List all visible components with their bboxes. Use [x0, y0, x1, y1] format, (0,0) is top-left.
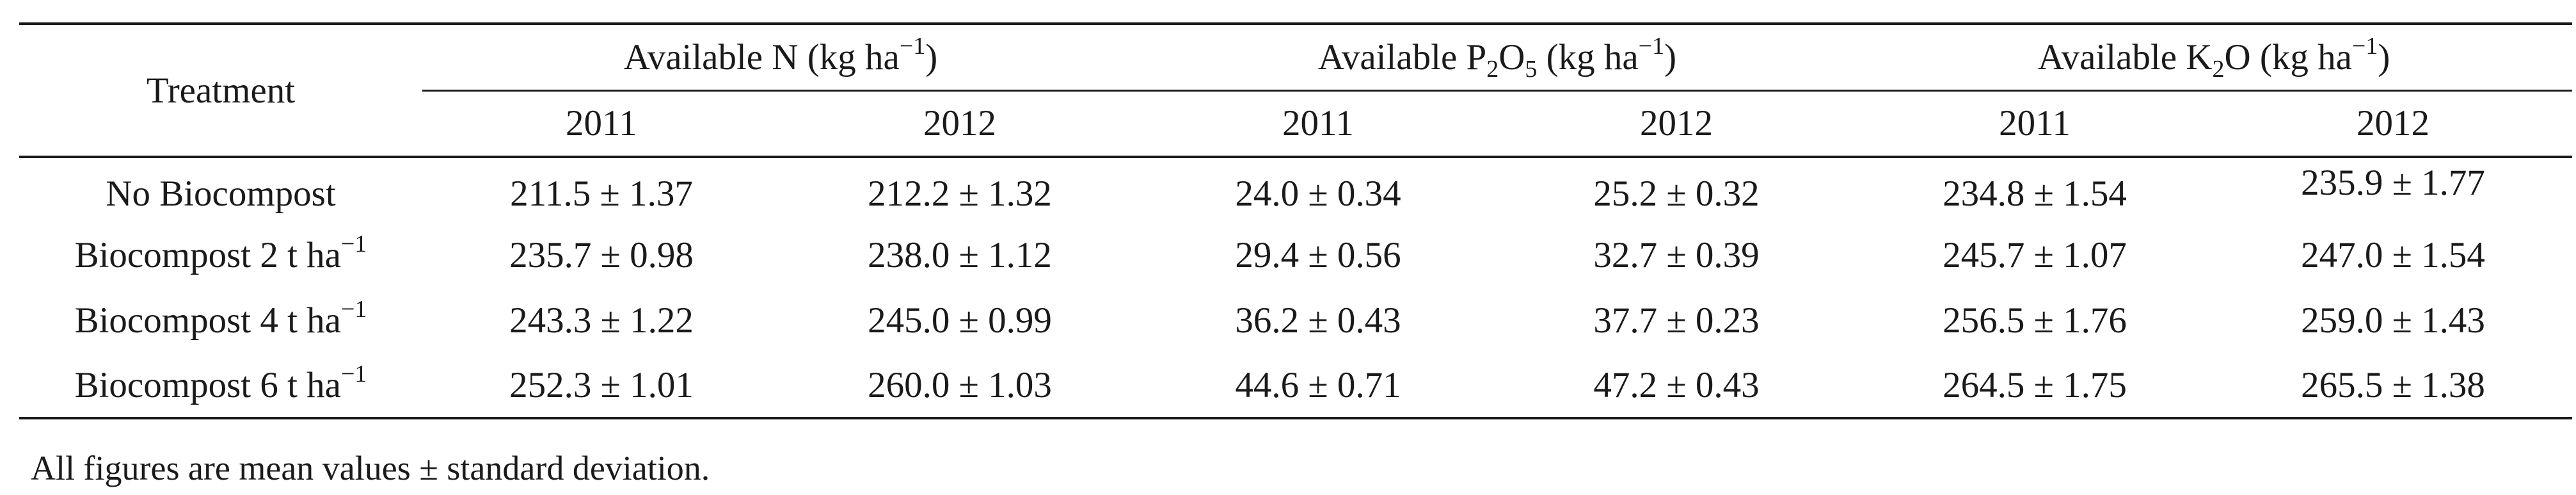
value-cell: 243.3 ± 1.22	[509, 300, 694, 341]
value-cell: 47.2 ± 0.43	[1593, 364, 1760, 405]
treatment-exponent: −1	[340, 360, 367, 387]
group-header-available-p2o5: Available P2O5 (kg ha−1)	[1139, 24, 1856, 92]
value-cell: 25.2 ± 0.32	[1593, 173, 1760, 214]
p2o5-close-paren: )	[1664, 37, 1677, 77]
nutrient-table-container: Treatment Available N (kg ha−1) Availabl…	[19, 22, 2573, 419]
table-row: Biocompost 4 t ha−1 243.3 ± 1.22 245.0 ±…	[19, 288, 2572, 353]
treatment-label: Biocompost 4 t ha	[74, 300, 341, 341]
value-cell: 212.2 ± 1.32	[868, 173, 1052, 214]
k-subscript: 2	[2212, 55, 2225, 83]
header-row-groups: Treatment Available N (kg ha−1) Availabl…	[19, 24, 2573, 158]
available-n-unit-exponent: −1	[899, 32, 926, 60]
treatment-column-header: Treatment	[19, 24, 422, 158]
k2o-unit-exponent: −1	[2351, 32, 2378, 60]
year-header: 2012	[1640, 103, 1713, 144]
p2o5-oxygen: O	[1499, 37, 1525, 77]
year-header: 2011	[566, 103, 637, 144]
value-cell: 264.5 ± 1.75	[1943, 364, 2127, 405]
value-cell: 37.7 ± 0.23	[1593, 300, 1760, 341]
value-cell: 32.7 ± 0.39	[1593, 234, 1760, 275]
value-cell: 259.0 ± 1.43	[2301, 300, 2485, 341]
treatment-cell: Biocompost 4 t ha−1	[19, 288, 422, 353]
available-p-label: Available P	[1317, 37, 1487, 77]
treatment-exponent: −1	[340, 230, 367, 257]
treatment-header-label: Treatment	[146, 70, 296, 111]
table-row: Biocompost 6 t ha−1 252.3 ± 1.01 260.0 ±…	[19, 353, 2573, 418]
treatment-label: Biocompost 2 t ha	[74, 234, 341, 275]
table-row: Biocompost 2 t ha−1 235.7 ± 0.98 238.0 ±…	[19, 222, 2572, 288]
table-row: No Biocompost 211.5 ± 1.37 212.2 ± 1.32 …	[19, 157, 2572, 222]
available-n-label: Available N (kg ha	[623, 37, 900, 77]
value-cell: 234.8 ± 1.54	[1943, 173, 2127, 214]
k2o-close-paren: )	[2378, 37, 2390, 77]
value-cell: 252.3 ± 1.01	[509, 364, 694, 405]
year-header: 2011	[1999, 103, 2071, 144]
treatment-cell: Biocompost 2 t ha−1	[19, 222, 422, 288]
treatment-cell: Biocompost 6 t ha−1	[19, 353, 422, 418]
value-cell: 29.4 ± 0.56	[1235, 234, 1401, 275]
value-cell: 245.7 ± 1.07	[1943, 234, 2127, 275]
treatment-cell: No Biocompost	[19, 157, 422, 222]
value-cell: 24.0 ± 0.34	[1235, 173, 1401, 214]
value-cell: 44.6 ± 0.71	[1235, 364, 1401, 405]
treatment-exponent: −1	[340, 295, 367, 323]
treatment-label: No Biocompost	[106, 173, 336, 214]
value-cell: 260.0 ± 1.03	[868, 364, 1052, 405]
value-cell: 238.0 ± 1.12	[868, 234, 1052, 275]
o-subscript: 5	[1525, 55, 1538, 83]
header-row-years: 2011 2012 2011 2012 2011 2012	[19, 90, 2573, 157]
available-n-close-paren: )	[925, 37, 938, 77]
value-cell: 265.5 ± 1.38	[2301, 364, 2485, 405]
available-k-label: Available K	[2037, 37, 2213, 77]
value-cell: 235.7 ± 0.98	[509, 234, 694, 275]
treatment-label: Biocompost 6 t ha	[74, 364, 341, 405]
value-cell: 256.5 ± 1.76	[1943, 300, 2127, 341]
year-header: 2011	[1282, 103, 1354, 144]
group-header-available-k2o: Available K2O (kg ha−1)	[1856, 24, 2573, 92]
group-header-available-n: Available N (kg ha−1)	[422, 24, 1139, 92]
available-nutrients-table: Treatment Available N (kg ha−1) Availabl…	[19, 22, 2573, 419]
value-cell: 36.2 ± 0.43	[1235, 300, 1401, 341]
p2o5-unit-exponent: −1	[1638, 32, 1665, 60]
value-cell: 247.0 ± 1.54	[2301, 234, 2485, 275]
value-cell: 245.0 ± 0.99	[868, 300, 1052, 341]
value-cell: 211.5 ± 1.37	[510, 173, 693, 214]
value-cell: 235.9 ± 1.77	[2301, 163, 2485, 203]
year-header: 2012	[923, 103, 996, 144]
p2o5-unit-label: (kg ha	[1537, 37, 1639, 77]
year-header: 2012	[2357, 103, 2430, 144]
k2o-unit-label: O (kg ha	[2224, 37, 2352, 77]
p-subscript: 2	[1486, 55, 1499, 83]
table-footnote: All figures are mean values ± standard d…	[31, 449, 710, 487]
